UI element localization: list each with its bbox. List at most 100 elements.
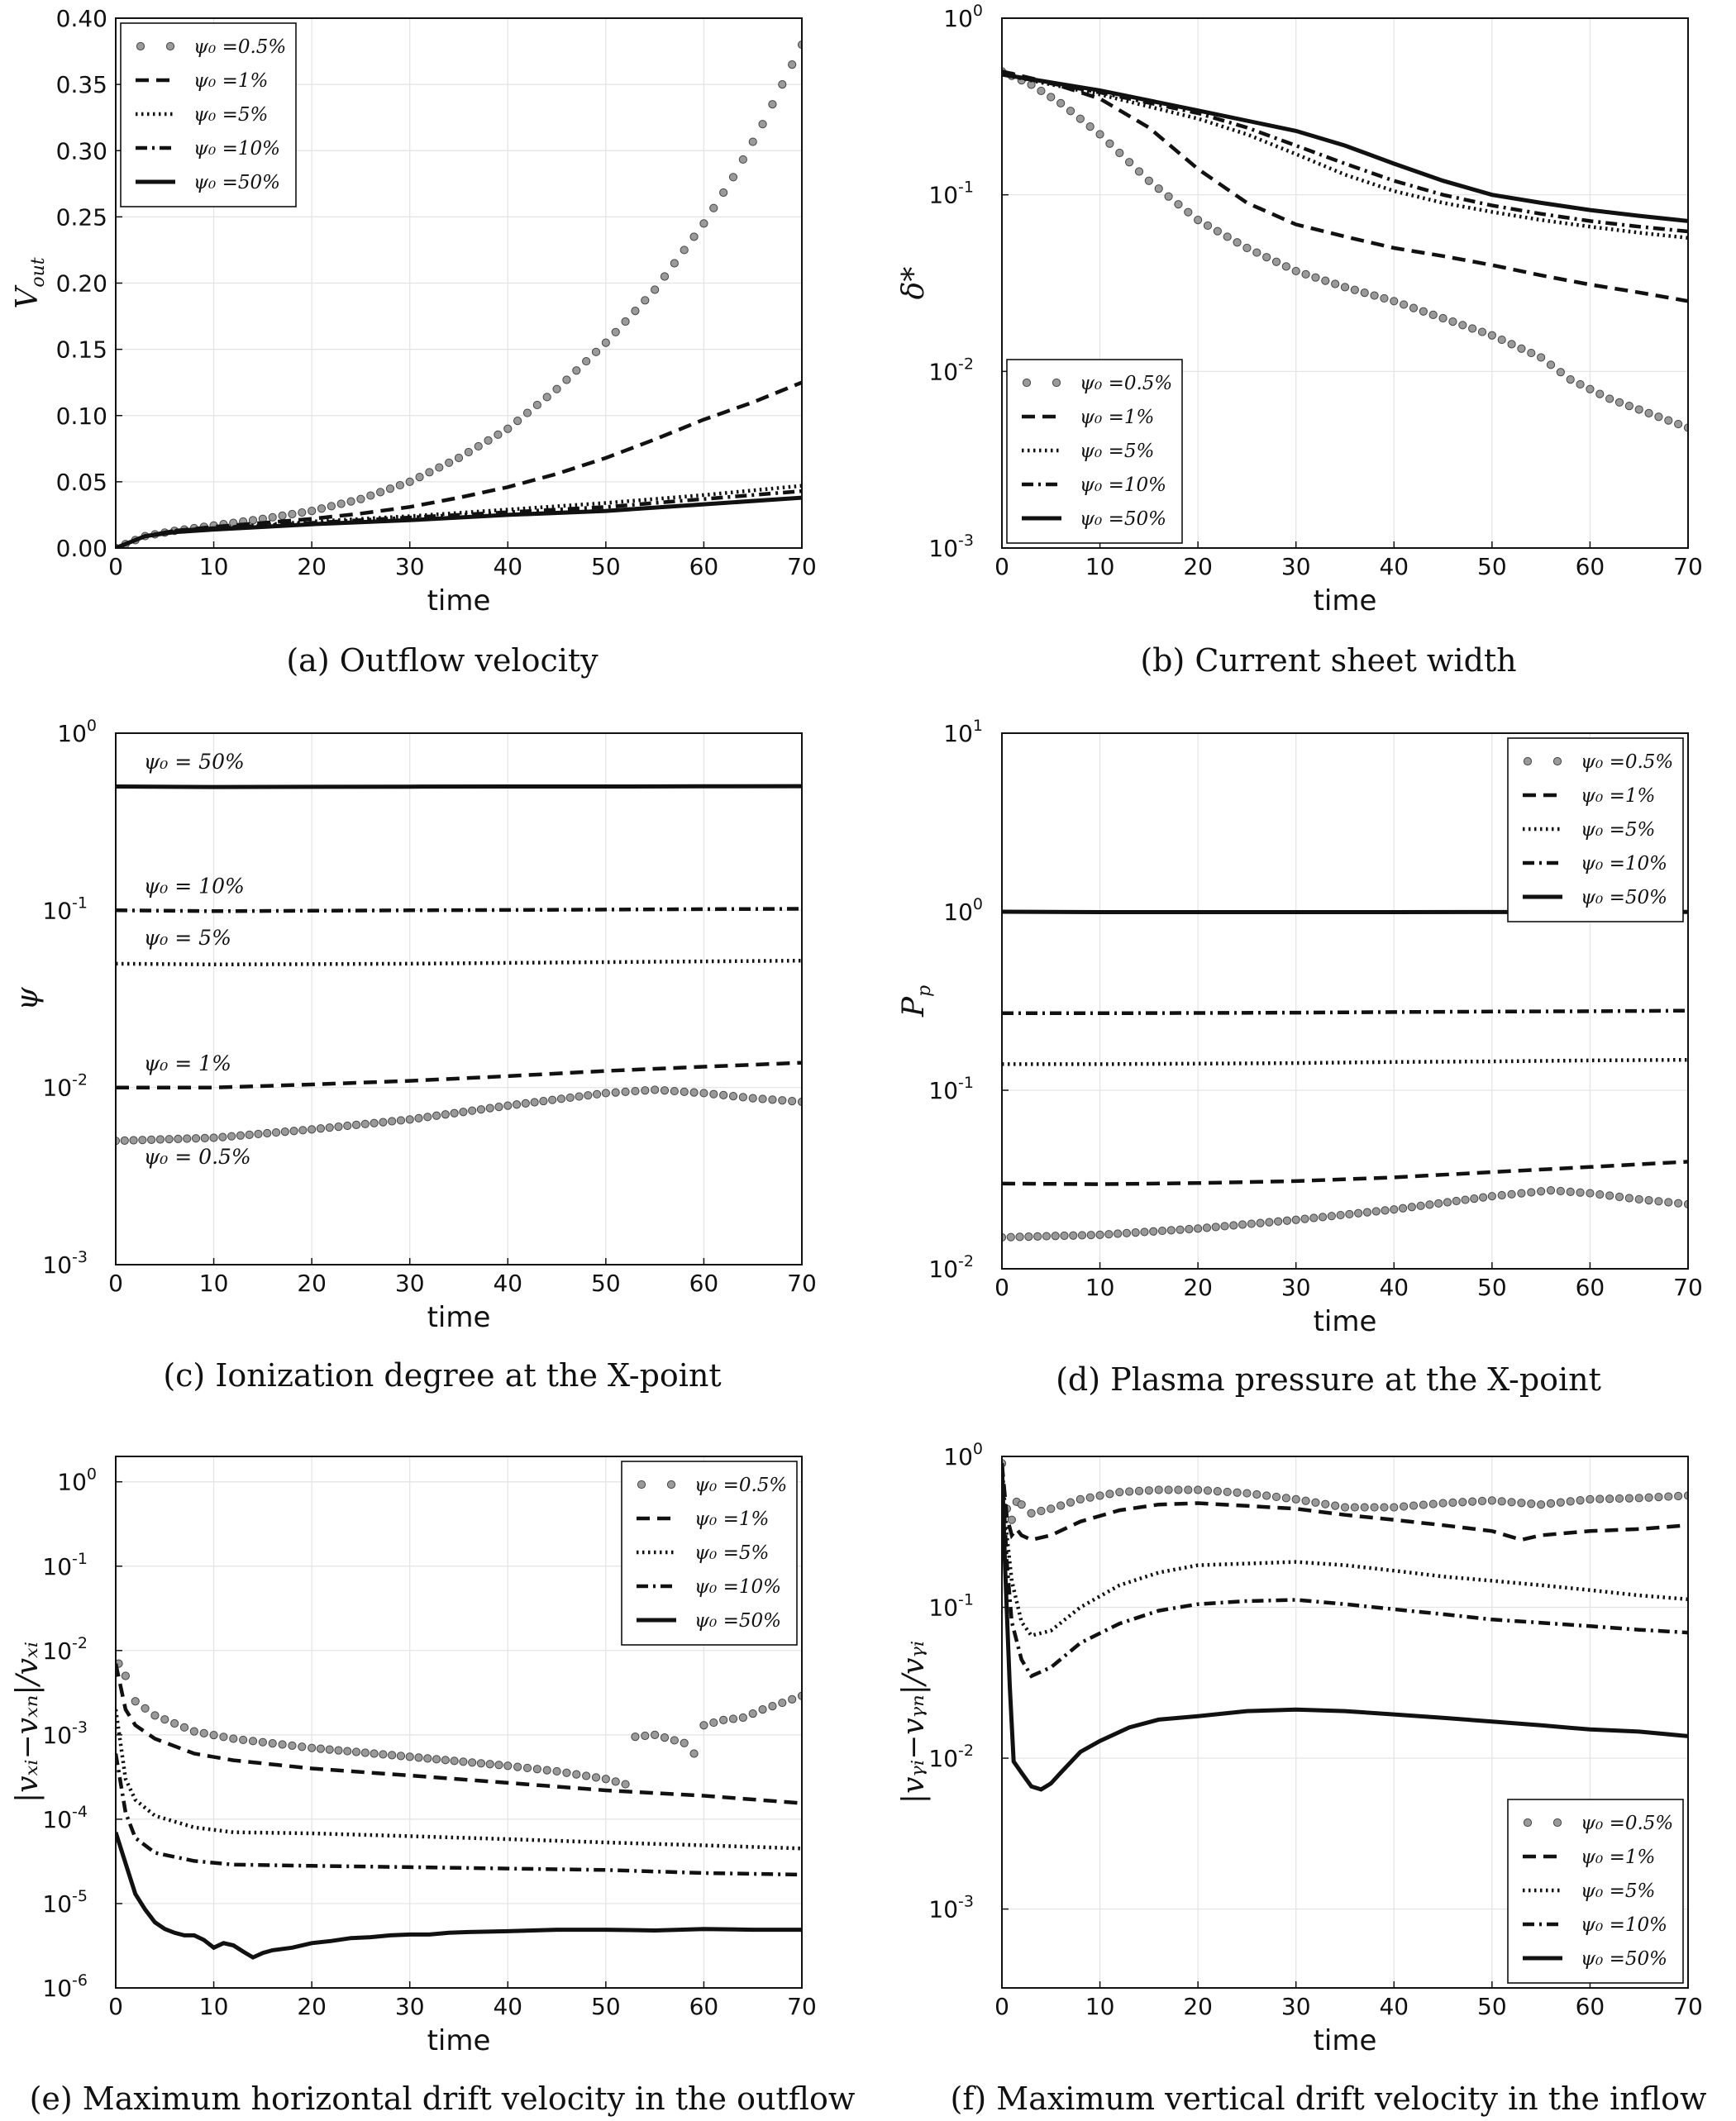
data-point	[1370, 291, 1379, 300]
data-point	[699, 219, 708, 228]
data-point	[689, 232, 699, 241]
data-point	[179, 1723, 189, 1732]
data-point	[660, 1733, 670, 1742]
legend-box	[1006, 359, 1183, 544]
data-point	[1095, 1230, 1104, 1239]
x-tick-label: 30	[395, 553, 425, 580]
data-point	[405, 1115, 414, 1124]
data-point	[660, 272, 670, 281]
data-point	[1309, 1213, 1319, 1223]
data-point	[1624, 1494, 1633, 1503]
data-point	[1318, 1213, 1328, 1222]
data-point	[1095, 1491, 1104, 1500]
y-tick-label: 10-1	[928, 1591, 974, 1622]
data-point	[768, 100, 777, 109]
data-point	[360, 1748, 370, 1757]
data-point	[1105, 139, 1114, 148]
legend: ψ₀ =0.5% ψ₀ =1% ψ₀ =5% ψ₀ =10% ψ₀ =50%	[621, 1461, 798, 1646]
data-point	[147, 1135, 156, 1144]
data-point	[1281, 262, 1290, 271]
legend-label: ψ₀ =0.5%	[694, 1475, 787, 1496]
data-point	[1576, 1188, 1585, 1197]
series-annotation: ψ₀ = 5%	[144, 926, 231, 950]
series-line	[116, 958, 802, 967]
data-point	[641, 296, 650, 305]
data-point	[1125, 1487, 1134, 1496]
data-point	[1202, 1223, 1212, 1232]
data-point	[591, 1773, 601, 1782]
y-tick-label: 100	[57, 1466, 97, 1496]
data-point	[1311, 1498, 1320, 1507]
series-line	[116, 907, 802, 913]
data-point	[670, 259, 679, 268]
data-point	[601, 1089, 610, 1098]
legend-label: ψ₀ =50%	[1581, 887, 1667, 908]
data-point	[582, 1771, 591, 1780]
data-point	[1174, 1485, 1183, 1494]
y-tick-label: 0.10	[56, 403, 107, 430]
x-tick-label: 70	[787, 553, 817, 580]
x-tick-label: 60	[1576, 553, 1605, 580]
data-point	[1461, 1195, 1470, 1204]
data-point	[1634, 405, 1643, 414]
series-line	[116, 495, 802, 548]
legend-item: ψ₀ =0.5%	[1523, 751, 1673, 773]
legend-label: ψ₀ =0.5%	[1581, 1813, 1673, 1834]
data-point	[1443, 1198, 1452, 1207]
x-tick-label: 40	[1379, 1274, 1409, 1301]
data-point	[1537, 1500, 1546, 1509]
y-tick-label: 10-2	[928, 1252, 974, 1283]
data-point	[651, 285, 660, 294]
data-point	[141, 1704, 150, 1713]
data-point	[1487, 1192, 1496, 1201]
data-point	[245, 1130, 254, 1139]
data-point	[1321, 276, 1330, 285]
data-point	[376, 488, 385, 497]
series-0.5	[1002, 1186, 1688, 1242]
data-point	[1398, 1203, 1408, 1213]
x-tick-label: 10	[1085, 1993, 1115, 2020]
series-10	[1002, 1008, 1688, 1016]
legend-item: ψ₀ =0.5%	[637, 1475, 787, 1496]
series-annotation: ψ₀ = 50%	[144, 750, 245, 774]
figure-caption: (c) Ionization degree at the X-point	[163, 1357, 721, 1394]
y-tick-label: 0.20	[56, 270, 107, 298]
data-point	[1223, 1487, 1232, 1497]
data-point	[1015, 1232, 1024, 1242]
data-point	[670, 1736, 679, 1745]
data-point	[1086, 1231, 1095, 1240]
data-point	[405, 1752, 414, 1761]
legend-item: ψ₀ =5%	[1523, 1880, 1655, 1902]
data-point	[1077, 1231, 1087, 1240]
data-point	[591, 347, 601, 356]
data-point	[1371, 1207, 1381, 1216]
series-1	[1002, 69, 1688, 303]
data-point	[1027, 1509, 1036, 1518]
data-point	[1194, 1485, 1203, 1494]
series-line	[1002, 1463, 1688, 1792]
y-axis-label: |vᵧᵢ−vᵧₙ|/vᵧᵢ	[897, 1641, 931, 1804]
data-point	[1497, 335, 1506, 345]
data-point	[1390, 1205, 1399, 1214]
y-tick-label: 0.00	[56, 535, 107, 562]
legend-label: ψ₀ =50%	[1581, 1948, 1667, 1970]
series-line	[1002, 1057, 1688, 1066]
data-point	[1434, 1199, 1443, 1208]
data-point	[1301, 269, 1310, 279]
legend-box	[621, 1461, 798, 1646]
x-axis-label: time	[1314, 2024, 1377, 2057]
legend-item: ψ₀ =10%	[1523, 1914, 1667, 1936]
data-point	[414, 1753, 423, 1762]
legend-label: ψ₀ =0.5%	[193, 36, 286, 58]
data-point	[1416, 1201, 1425, 1210]
data-point	[1051, 1232, 1060, 1241]
data-point	[503, 424, 513, 433]
data-point	[1674, 1199, 1683, 1208]
data-point	[1229, 1221, 1238, 1230]
legend-item: ψ₀ =0.5%	[1523, 1813, 1673, 1834]
data-point	[1281, 1494, 1290, 1503]
axes-frame	[1001, 17, 1689, 549]
data-point	[1546, 1499, 1556, 1509]
data-point	[405, 477, 414, 486]
data-point	[360, 1119, 370, 1128]
